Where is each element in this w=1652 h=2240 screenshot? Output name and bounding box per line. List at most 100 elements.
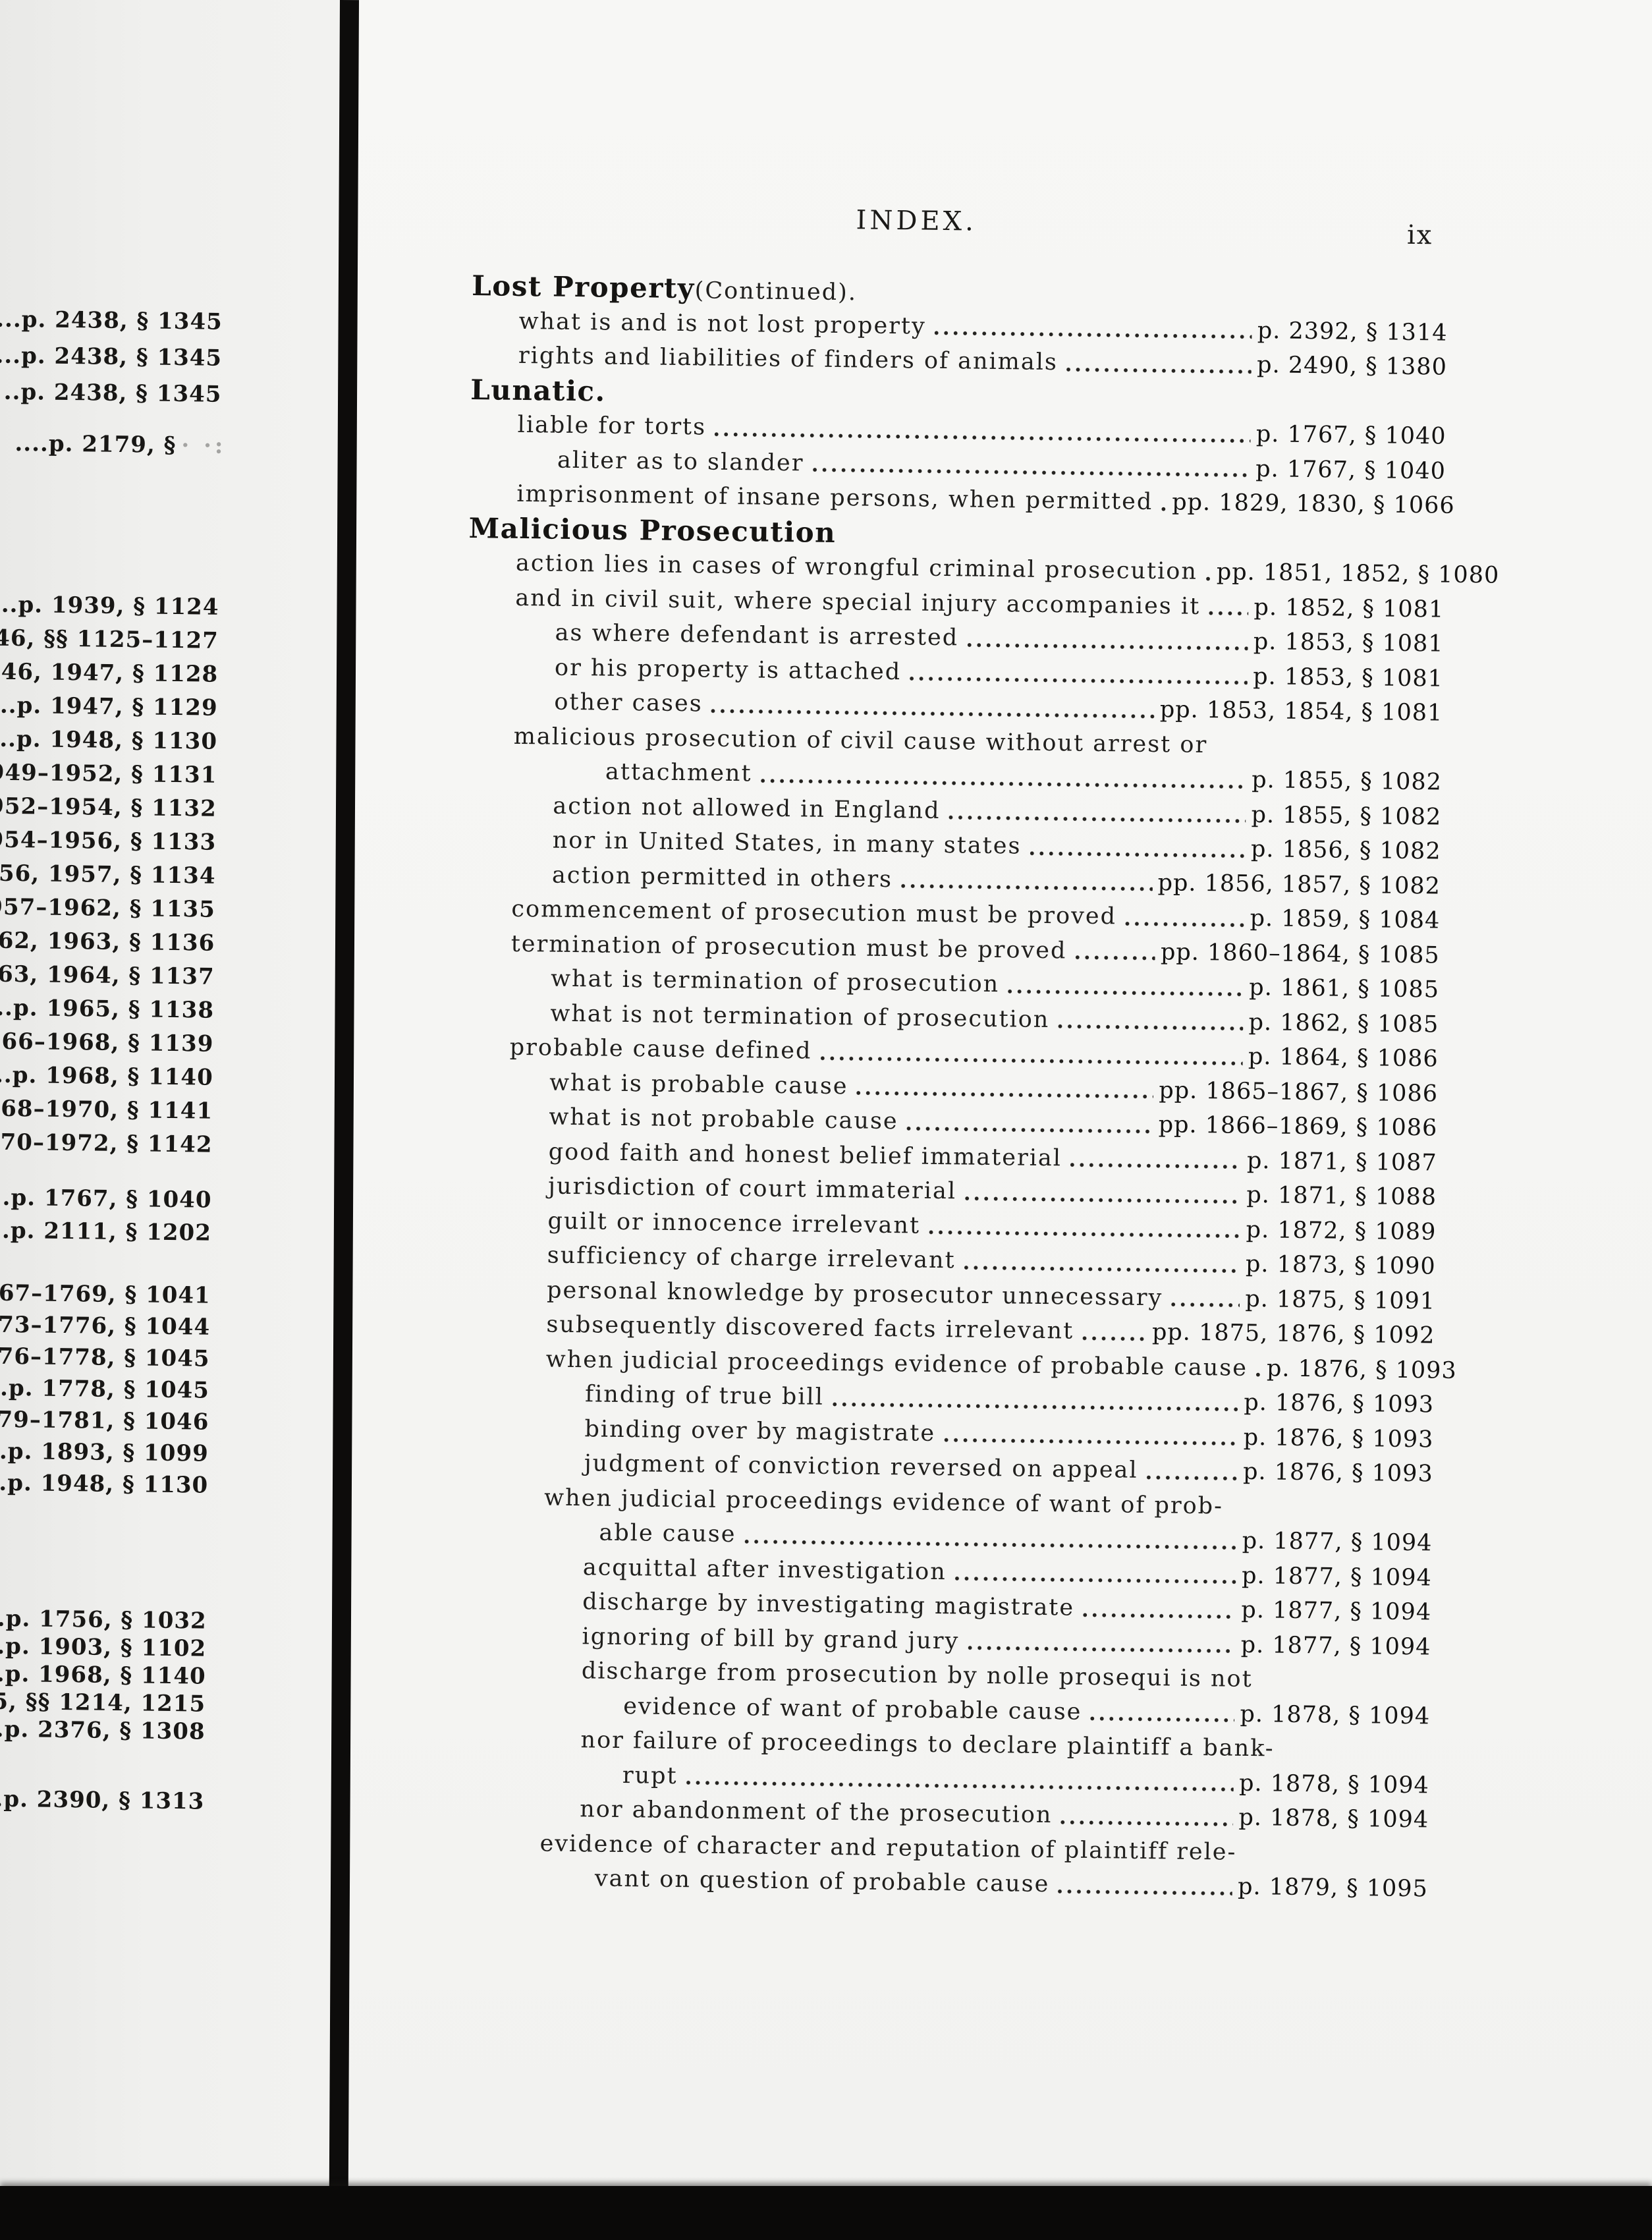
entry-label: what is and is not lost property xyxy=(518,308,927,340)
dot-leader xyxy=(817,1055,1243,1067)
reference-line: 1954–1956, § 1133 xyxy=(0,822,221,860)
dot-leader xyxy=(952,1575,1237,1585)
reference-text: 1954–1956, § 1133 xyxy=(0,826,217,856)
reference-text: ....p. 2111, § 1202 xyxy=(0,1217,212,1246)
reference-line: ....p. 2179, § · ·: xyxy=(0,425,227,462)
entry-term: Lunatic. xyxy=(470,373,606,408)
entry-label: action permitted in others xyxy=(551,862,893,893)
reference-line: ....p. 1947, § 1129 xyxy=(0,687,223,725)
reference-text: ..p. 2438, § 1345 xyxy=(3,378,222,408)
entry-page-ref: p. 1878, § 1094 xyxy=(1238,1770,1430,1799)
page-number: ix xyxy=(1406,219,1433,251)
reference-text: ....p. 1767, § 1040 xyxy=(0,1184,212,1214)
reference-text: 1773–1776, § 1044 xyxy=(0,1311,211,1341)
entry-page-ref: p. 1856, § 1082 xyxy=(1250,835,1441,865)
reference-text: 1957–1962, § 1135 xyxy=(0,893,216,923)
entry-page-ref: p. 1871, § 1087 xyxy=(1246,1147,1437,1177)
reference-line: 1776–1778, § 1045 xyxy=(0,1339,215,1375)
entry-label: binding over by magistrate xyxy=(584,1415,936,1447)
facing-page-edge xyxy=(0,0,341,2240)
reference-group: 1767–1769, § 1041 1773–1776, § 1044 1776… xyxy=(0,1275,216,1501)
reference-line: ..p. 2438, § 1345 xyxy=(0,372,227,413)
entry-page-ref: p. 1876, § 1093 xyxy=(1243,1424,1434,1453)
reference-text: 1779–1781, § 1046 xyxy=(0,1406,209,1436)
dot-leader xyxy=(964,641,1248,652)
entry-label: action not allowed in England xyxy=(553,793,941,824)
entry-label: jurisdiction of court immaterial xyxy=(547,1173,957,1205)
reference-text: 1963, 1964, § 1137 xyxy=(0,961,215,990)
reference-group: ....p. 2438, § 1345 ...p. 2438, § 1345 .… xyxy=(0,300,228,413)
entry-page-ref: p. 1859, § 1084 xyxy=(1250,905,1441,934)
reference-text: 1952–1954, § 1132 xyxy=(0,793,217,822)
reference-text: 1970–1972, § 1142 xyxy=(0,1129,213,1158)
scan-bottom-band xyxy=(0,2186,1652,2240)
entry-page-ref: p. 1877, § 1094 xyxy=(1241,1596,1432,1626)
entry-page-ref: pp. 1860–1864, § 1085 xyxy=(1160,938,1440,969)
reference-text: ....p. 1948, § 1130 xyxy=(0,1469,209,1499)
entry-page-ref: p. 1852, § 1081 xyxy=(1253,594,1445,623)
reference-text: ....p. 1965, § 1138 xyxy=(0,994,215,1024)
entry-page-ref: p. 1877, § 1094 xyxy=(1242,1527,1433,1557)
dot-leader xyxy=(1055,1888,1233,1897)
facing-page-reference-column: ....p. 2438, § 1345 ...p. 2438, § 1345 .… xyxy=(0,0,236,2240)
reference-text: 1966–1968, § 1139 xyxy=(0,1028,214,1057)
entry-page-ref: pp. 1866–1869, § 1086 xyxy=(1158,1111,1438,1142)
entry-label: aliter as to slander xyxy=(557,447,804,476)
dot-leader xyxy=(757,777,1247,790)
entry-label: nor abandonment of the prosecution xyxy=(579,1796,1053,1829)
reference-lines: ....p. 2390, § 1313 xyxy=(0,1781,210,1818)
entry-page-ref: p. 1767, § 1040 xyxy=(1255,420,1446,450)
reference-line: ....p. 2111, § 1202 xyxy=(0,1212,217,1250)
entry-term-suffix: (Continued). xyxy=(694,277,858,306)
reference-text: 1946, §§ 1125–1127 xyxy=(0,625,219,654)
dot-leader xyxy=(1080,1611,1236,1620)
entry-label: probable cause defined xyxy=(509,1034,812,1065)
entry-page-ref: p. 1853, § 1081 xyxy=(1253,663,1444,692)
reference-line: ....p. 1948, § 1130 xyxy=(0,1465,213,1501)
entry-label: what is probable cause xyxy=(549,1069,848,1100)
reference-text: 1962, 1963, § 1136 xyxy=(0,927,215,957)
entry-page-ref: p. 1864, § 1086 xyxy=(1248,1043,1439,1073)
reference-line: 1946, 1947, § 1128 xyxy=(0,654,224,692)
entry-label: discharge by investigating magistrate xyxy=(582,1588,1075,1621)
reference-text: ...p. 2438, § 1345 xyxy=(0,342,223,372)
reference-text: ....p. 2376, § 1308 xyxy=(0,1716,206,1745)
reference-line: 1968–1970, § 1141 xyxy=(0,1090,218,1129)
reference-text: ....p. 2179, § xyxy=(14,430,177,459)
reference-line: ....p. 1893, § 1099 xyxy=(0,1434,214,1470)
entry-page-ref: p. 1876, § 1093 xyxy=(1242,1458,1433,1488)
reference-lines: ....p. 2438, § 1345 ...p. 2438, § 1345 .… xyxy=(0,300,228,413)
entry-page-ref: pp. 1875, 1876, § 1092 xyxy=(1151,1319,1435,1349)
reference-line: ....p. 1968, § 1140 xyxy=(0,1658,211,1691)
dot-leader xyxy=(1169,1301,1240,1308)
dot-leader xyxy=(906,675,1248,686)
reference-lines: ....p. 1756, § 1032 ....p. 1903, § 1102 … xyxy=(0,1603,212,1746)
reference-text: ....p. 1903, § 1102 xyxy=(0,1633,207,1662)
reference-line: 1949–1952, § 1131 xyxy=(0,754,223,793)
reference-text: 1968–1970, § 1141 xyxy=(0,1095,213,1125)
entry-page-ref: p. 1855, § 1082 xyxy=(1251,801,1442,831)
dot-leader xyxy=(961,1264,1240,1274)
entry-label: attachment xyxy=(605,758,752,787)
dot-leader xyxy=(1253,1372,1261,1378)
dot-leader xyxy=(1122,920,1245,928)
page-header: INDEX. ix xyxy=(472,196,1449,281)
dot-leader xyxy=(1058,1818,1234,1828)
dot-leader xyxy=(742,1538,1237,1551)
entry-label: vant on question of probable cause xyxy=(594,1865,1050,1898)
reference-text: ....p. 1756, § 1032 xyxy=(0,1605,207,1635)
entry-page-ref: p. 1853, § 1081 xyxy=(1253,628,1444,658)
entry-page-ref: pp. 1856, 1857, § 1082 xyxy=(1157,869,1441,900)
entry-page-ref: p. 1878, § 1094 xyxy=(1240,1700,1431,1729)
reference-line: ...p. 2438, § 1345 xyxy=(0,336,227,377)
index-page-content: INDEX. ix Lost Property (Continued). wha… xyxy=(452,196,1499,1907)
reference-group: ....p. 1939, § 1124 1946, §§ 1125–1127 1… xyxy=(0,586,225,1162)
dot-leader xyxy=(711,431,1251,444)
entry-label: other cases xyxy=(554,688,703,717)
reference-text: ....p. 1968, § 1140 xyxy=(0,1061,214,1091)
reference-text: ....p. 1947, § 1129 xyxy=(0,692,218,721)
reference-line: ....p. 1903, § 1102 xyxy=(0,1631,211,1663)
reference-text: ....p. 2390, § 1313 xyxy=(0,1785,205,1815)
entry-page-ref: p. 1855, § 1082 xyxy=(1252,766,1443,796)
entry-page-ref: p. 2392, § 1314 xyxy=(1257,317,1448,347)
